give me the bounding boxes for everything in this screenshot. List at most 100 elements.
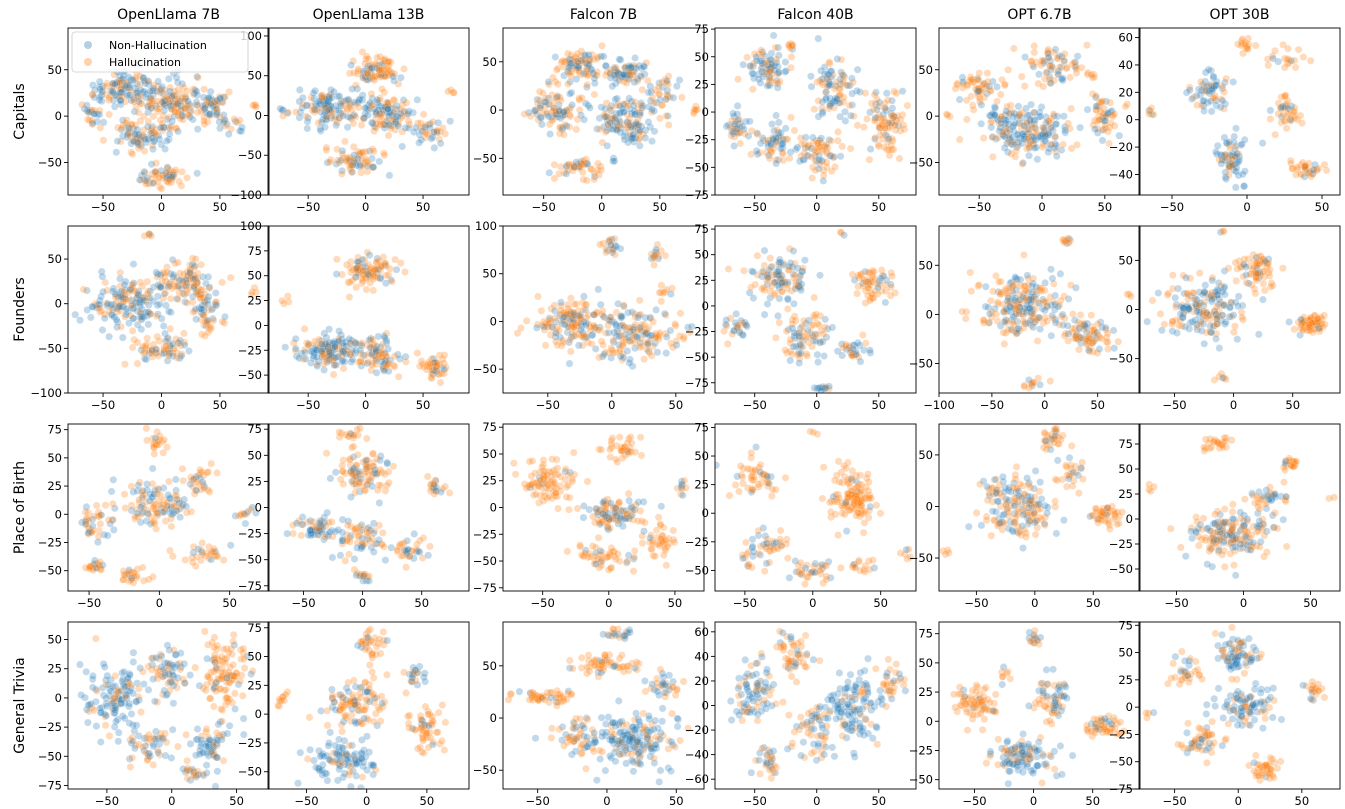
non-hallucination-point [1287,102,1296,110]
hallucination-point [1308,170,1317,178]
non-hallucination-point [139,88,148,97]
non-hallucination-point [137,171,146,180]
non-hallucination-point [1232,183,1240,192]
non-hallucination-point [133,138,142,147]
hallucination-point [1020,381,1028,390]
non-hallucination-point [638,327,646,336]
non-hallucination-point [1210,294,1218,302]
non-hallucination-point [404,110,412,118]
non-hallucination-point [1035,112,1043,121]
non-hallucination-point [794,282,803,290]
hallucination-point [829,71,837,79]
hallucination-point [593,308,601,316]
hallucination-point [418,360,427,368]
hallucination-point [767,148,776,157]
non-hallucination-point [303,124,312,133]
hallucination-point [825,101,834,109]
hallucination-point [830,84,839,93]
non-hallucination-point [778,139,787,148]
non-hallucination-point [318,353,327,362]
hallucination-point [615,328,624,337]
non-hallucination-point [1209,85,1217,93]
non-hallucination-point [865,278,873,287]
hallucination-point [980,316,988,325]
non-hallucination-point [115,302,124,310]
hallucination-point [881,123,889,132]
hallucination-point [367,90,376,98]
non-hallucination-point [141,93,150,102]
hallucination-point [180,338,189,347]
hallucination-point [655,83,663,92]
non-hallucination-point [1212,334,1220,343]
hallucination-point [1028,123,1036,131]
non-hallucination-point [178,80,187,88]
hallucination-point [671,321,680,330]
non-hallucination-point [603,116,612,125]
non-hallucination-point [611,241,620,250]
non-hallucination-point [609,157,617,165]
non-hallucination-point [174,282,182,291]
hallucination-point [539,109,548,118]
hallucination-point [1185,83,1194,92]
non-hallucination-point [328,349,337,357]
hallucination-point [114,304,122,312]
hallucination-point [963,115,971,124]
hallucination-point [821,383,830,391]
x-tick-label: 50 [416,200,431,214]
non-hallucination-point [304,340,313,348]
non-hallucination-point [616,128,625,137]
hallucination-point [735,115,744,124]
hallucination-point [605,236,613,244]
non-hallucination-point [1220,284,1228,293]
non-hallucination-point [738,330,747,339]
non-hallucination-point [183,271,192,280]
hallucination-point [1039,140,1047,149]
hallucination-point [117,85,125,93]
hallucination-point [132,102,140,111]
non-hallucination-point [600,123,608,131]
non-hallucination-point [985,318,994,327]
non-hallucination-point [818,109,827,118]
hallucination-point [1313,320,1322,329]
hallucination-point [1029,136,1037,145]
non-hallucination-point [219,111,228,119]
hallucination-point [381,350,389,358]
hallucination-point [740,266,748,275]
hallucination-point [1256,257,1264,266]
hallucination-point [1002,316,1011,325]
hallucination-point [624,102,632,110]
hallucination-point [818,80,827,89]
non-hallucination-point [564,56,573,64]
hallucination-point [1225,140,1233,149]
non-hallucination-point [191,262,199,270]
hallucination-point [1008,282,1017,291]
non-hallucination-point [333,352,342,361]
hallucination-point [1098,97,1107,105]
hallucination-point [578,94,586,102]
non-hallucination-point [125,319,133,327]
non-hallucination-point [801,256,809,265]
hallucination-point [598,42,606,50]
hallucination-point [133,289,141,297]
non-hallucination-point [396,355,404,363]
non-hallucination-point [1171,293,1179,302]
hallucination-point [804,333,813,341]
non-hallucination-point [363,69,371,77]
non-hallucination-point [982,282,990,291]
hallucination-point [416,119,425,127]
non-hallucination-point [325,356,333,365]
hallucination-point [1024,127,1033,136]
non-hallucination-point [124,91,132,100]
non-hallucination-point [163,115,172,124]
non-hallucination-point [758,267,767,276]
non-hallucination-point [415,138,423,147]
hallucination-point [821,323,830,332]
non-hallucination-point [999,308,1008,316]
hallucination-point [999,328,1008,337]
hallucination-point [635,128,644,137]
hallucination-point [101,501,110,510]
non-hallucination-point [1040,59,1048,67]
hallucination-point [330,353,338,362]
hallucination-point [887,283,895,291]
non-hallucination-point [367,334,375,343]
